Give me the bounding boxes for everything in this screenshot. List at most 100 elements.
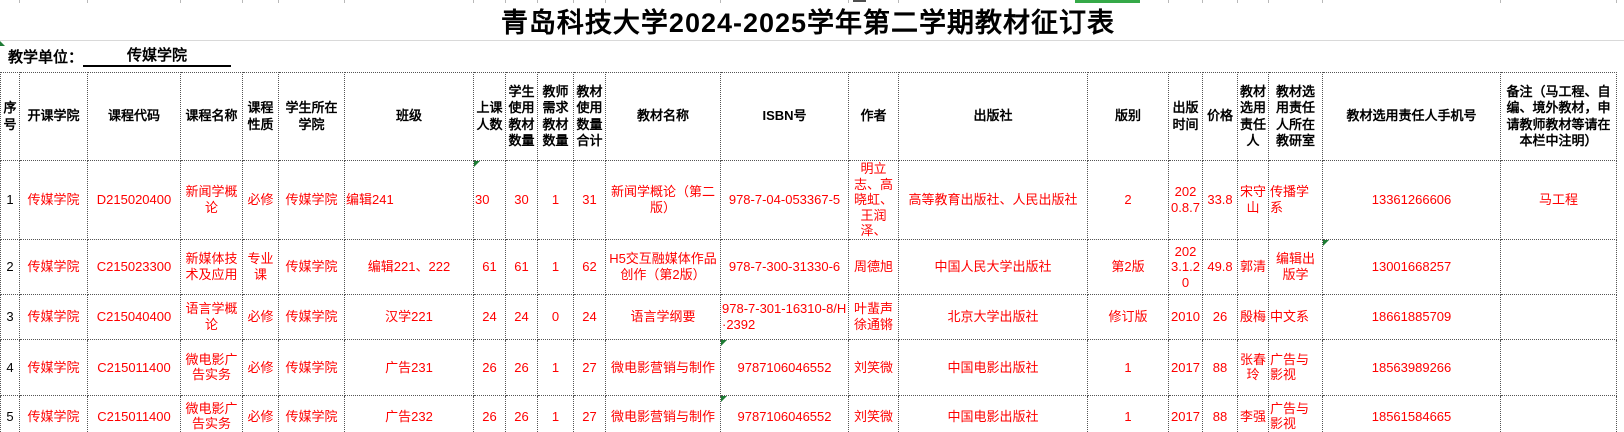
column-header[interactable]: 教材选用责任人所在教研室 — [1268, 72, 1323, 161]
cell[interactable]: 2023.1.20 — [1168, 238, 1203, 295]
column-header[interactable]: 教材选用责任人 — [1237, 72, 1269, 161]
cell[interactable]: 26 — [1202, 293, 1238, 340]
cell[interactable]: 2020.8.7 — [1168, 160, 1203, 240]
cell[interactable]: 978-7-04-053367-5 — [720, 160, 849, 240]
cell[interactable]: 必修 — [242, 338, 279, 396]
cell[interactable]: 修订版 — [1087, 293, 1169, 340]
cell[interactable]: 刘笑微 — [848, 338, 899, 396]
cell[interactable]: 2 — [0, 238, 20, 295]
cell[interactable]: D215020400 — [87, 160, 181, 240]
cell[interactable]: 61 — [473, 238, 506, 295]
cell[interactable]: 49.8 — [1202, 238, 1238, 295]
cell[interactable]: 1 — [537, 338, 574, 396]
cell[interactable]: 1 — [537, 394, 574, 432]
cell[interactable]: 李强 — [1237, 394, 1269, 432]
column-header[interactable]: 课程性质 — [242, 72, 279, 161]
cell[interactable]: 新媒体技术及应用 — [180, 238, 243, 295]
cell[interactable]: 必修 — [242, 394, 279, 432]
cell[interactable]: 广告与影视 — [1268, 394, 1323, 432]
cell[interactable]: 语言学概论 — [180, 293, 243, 340]
cell[interactable]: 传媒学院 — [278, 160, 345, 240]
cell[interactable]: 27 — [573, 394, 606, 432]
cell[interactable]: 13361266606 — [1322, 160, 1501, 240]
cell[interactable]: 2010 — [1168, 293, 1203, 340]
cell[interactable]: H5交互融媒体作品创作（第2版） — [605, 238, 721, 295]
cell[interactable]: 高等教育出版社、人民出版社 — [898, 160, 1088, 240]
column-header[interactable]: ISBN号 — [720, 72, 849, 161]
column-header[interactable]: 序号 — [0, 72, 20, 161]
cell[interactable] — [1500, 238, 1617, 295]
cell[interactable]: 1 — [1087, 338, 1169, 396]
cell[interactable]: 30 — [473, 160, 506, 240]
cell[interactable]: 北京大学出版社 — [898, 293, 1088, 340]
cell[interactable]: 4 — [0, 338, 20, 396]
cell[interactable]: 传媒学院 — [278, 293, 345, 340]
cell[interactable]: 周德旭 — [848, 238, 899, 295]
column-header[interactable]: 开课学院 — [19, 72, 88, 161]
cell[interactable]: 新闻学概论（第二版） — [605, 160, 721, 240]
cell[interactable]: 33.8 — [1202, 160, 1238, 240]
cell[interactable]: 汉学221 — [344, 293, 474, 340]
cell[interactable]: 广告与影视 — [1268, 338, 1323, 396]
cell[interactable]: 中国电影出版社 — [898, 338, 1088, 396]
teaching-unit-value[interactable]: 传媒学院 — [83, 46, 232, 67]
cell[interactable]: 18561584665 — [1322, 394, 1501, 432]
cell[interactable]: 郭清 — [1237, 238, 1269, 295]
cell[interactable]: 5 — [0, 394, 20, 432]
teaching-unit-label[interactable]: 教学单位： — [8, 49, 84, 66]
cell[interactable]: 30 — [505, 160, 538, 240]
cell[interactable]: 2 — [1087, 160, 1169, 240]
column-header[interactable]: 教材使用数量合计 — [573, 72, 606, 161]
cell[interactable]: 广告231 — [344, 338, 474, 396]
cell[interactable]: 必修 — [242, 293, 279, 340]
cell[interactable]: 传媒学院 — [19, 338, 88, 396]
column-header[interactable]: 价格 — [1202, 72, 1238, 161]
cell[interactable] — [1500, 293, 1617, 340]
cell[interactable]: 传媒学院 — [278, 394, 345, 432]
cell[interactable]: 专业课 — [242, 238, 279, 295]
cell[interactable]: 1 — [0, 160, 20, 240]
cell[interactable]: 1 — [537, 238, 574, 295]
cell[interactable]: 叶蜚声徐通锵 — [848, 293, 899, 340]
column-header[interactable]: 班级 — [344, 72, 474, 161]
sheet-title[interactable]: 青岛科技大学2024-2025学年第二学期教材征订表 — [500, 7, 1116, 38]
cell[interactable]: 传媒学院 — [19, 293, 88, 340]
cell[interactable]: 中国人民大学出版社 — [898, 238, 1088, 295]
cell[interactable]: 广告232 — [344, 394, 474, 432]
cell[interactable]: 微电影广告实务 — [180, 394, 243, 432]
cell[interactable]: C215011400 — [87, 394, 181, 432]
cell[interactable]: 微电影营销与制作 — [605, 394, 721, 432]
cell[interactable]: 2017 — [1168, 394, 1203, 432]
cell[interactable]: 语言学纲要 — [605, 293, 721, 340]
column-header[interactable]: 教材名称 — [605, 72, 721, 161]
cell[interactable]: 中文系 — [1268, 293, 1323, 340]
cell[interactable]: 宋守山 — [1237, 160, 1269, 240]
cell[interactable]: 微电影营销与制作 — [605, 338, 721, 396]
cell[interactable]: 1 — [1087, 394, 1169, 432]
column-header[interactable]: 上课人数 — [473, 72, 506, 161]
cell[interactable]: 61 — [505, 238, 538, 295]
cell[interactable]: 传播学系 — [1268, 160, 1323, 240]
cell[interactable]: 26 — [505, 338, 538, 396]
cell[interactable] — [1500, 394, 1617, 432]
column-header[interactable]: 出版社 — [898, 72, 1088, 161]
cell[interactable]: 2017 — [1168, 338, 1203, 396]
cell[interactable]: 3 — [0, 293, 20, 340]
cell[interactable]: 88 — [1202, 338, 1238, 396]
cell[interactable]: 传媒学院 — [278, 238, 345, 295]
cell[interactable]: 18563989266 — [1322, 338, 1501, 396]
cell[interactable]: 编辑出版学 — [1268, 238, 1323, 295]
cell[interactable]: 27 — [573, 338, 606, 396]
cell[interactable]: 18661885709 — [1322, 293, 1501, 340]
cell[interactable]: 9787106046552 — [720, 338, 849, 396]
cell[interactable]: 明立志、高晓虹、王润泽、 — [848, 160, 899, 240]
cell[interactable]: 24 — [573, 293, 606, 340]
cell[interactable]: C215023300 — [87, 238, 181, 295]
cell[interactable]: 微电影广告实务 — [180, 338, 243, 396]
column-header[interactable]: 备注（马工程、自编、境外教材，申请教师教材等请在本栏中注明） — [1500, 72, 1617, 161]
cell[interactable]: 新闻学概论 — [180, 160, 243, 240]
column-header[interactable]: 教师需求教材数量 — [537, 72, 574, 161]
cell[interactable]: 0 — [537, 293, 574, 340]
cell[interactable]: 中国电影出版社 — [898, 394, 1088, 432]
column-header[interactable]: 学生所在学院 — [278, 72, 345, 161]
